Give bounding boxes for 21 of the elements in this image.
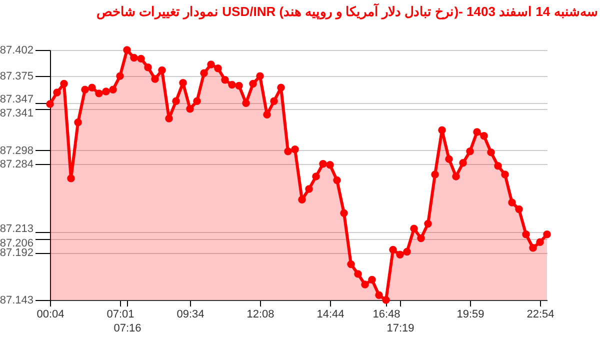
- x-tick-label: 16:48: [372, 308, 400, 320]
- x-tick-label: 17:19: [386, 322, 414, 334]
- x-tick-label: 14:44: [316, 308, 344, 320]
- y-tick-label: 87.143: [0, 294, 34, 306]
- y-tick-label: 87.213: [0, 222, 34, 235]
- y-tick-label: 87.347: [0, 94, 34, 106]
- x-tick-label: 12:08: [246, 308, 274, 320]
- y-tick-label: 87.402: [0, 44, 34, 56]
- x-tick-label: 19:59: [456, 308, 484, 320]
- x-tick-label: 22:54: [526, 308, 554, 320]
- y-tick-label: 87.192: [0, 247, 34, 260]
- x-tick-label: 07:01: [106, 308, 134, 320]
- x-tick-label: 00:04: [36, 308, 64, 320]
- y-tick-label: 87.298: [0, 144, 34, 157]
- y-tick-label: 87.375: [0, 70, 34, 83]
- x-tick-label: 09:34: [176, 308, 204, 320]
- x-tick-label: 07:16: [114, 322, 142, 334]
- chart-title: نمودار تغییرات شاخص USD/INR (نرخ تبادل دلار آمریکا و روپیه هند)- سه‌شنبه 14 اسفند 1403: [96, 3, 598, 20]
- y-tick-label: 87.341: [0, 107, 34, 120]
- y-tick-label: 87.284: [0, 158, 34, 170]
- y-tick-label: 87.206: [0, 238, 34, 250]
